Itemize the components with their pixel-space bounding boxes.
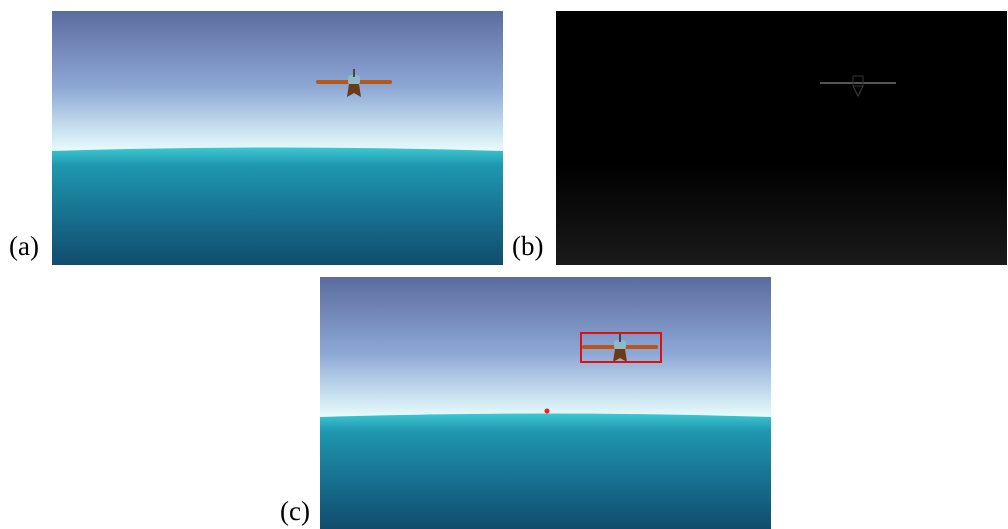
sky	[320, 277, 771, 417]
edge-map	[556, 11, 1007, 265]
panel-label: (c)	[280, 496, 310, 526]
panel-label: (a)	[9, 231, 39, 261]
sea	[320, 414, 771, 529]
sea	[52, 148, 503, 266]
sky	[52, 11, 503, 151]
panel-a	[52, 11, 503, 265]
figure: (a) (b) (c)	[0, 0, 1008, 529]
panel-b	[556, 11, 1007, 265]
center-point	[545, 409, 550, 414]
panel-c	[320, 277, 771, 529]
panel-label: (b)	[512, 231, 543, 261]
